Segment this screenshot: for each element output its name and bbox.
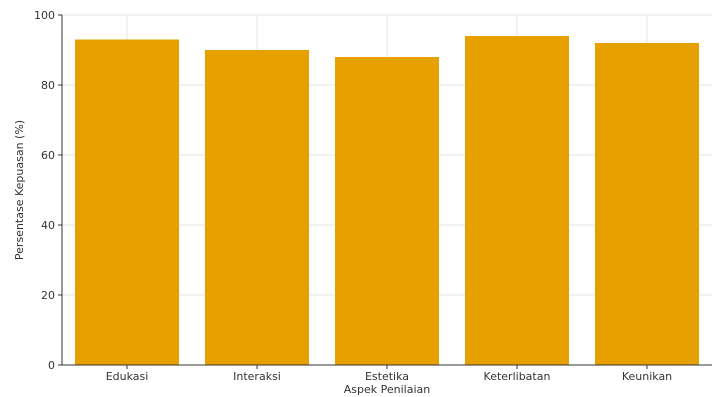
y-tick-label: 100	[34, 9, 55, 22]
bars	[75, 36, 699, 365]
bar-edukasi	[75, 39, 179, 365]
y-axis-label: Persentase Kepuasan (%)	[13, 120, 26, 260]
x-tick-label: Edukasi	[106, 370, 149, 383]
y-tick-label: 20	[41, 289, 55, 302]
x-tick-label: Estetika	[365, 370, 409, 383]
bar-interaksi	[205, 50, 309, 365]
x-axis-label: Aspek Penilaian	[344, 383, 431, 396]
x-ticks: Edukasi Interaksi Estetika Keterlibatan Keun…	[106, 365, 672, 383]
bar-keterlibatan	[465, 36, 569, 365]
y-tick-label: 80	[41, 79, 55, 92]
bar-keunikan	[595, 43, 699, 365]
y-ticks: 0 20 40 60 80 100	[34, 9, 62, 372]
x-tick-label: Keunikan	[622, 370, 672, 383]
y-tick-label: 0	[48, 359, 55, 372]
x-tick-label: Keterlibatan	[484, 370, 551, 383]
bar-estetika	[335, 57, 439, 365]
y-tick-label: 40	[41, 219, 55, 232]
y-tick-label: 60	[41, 149, 55, 162]
x-tick-label: Interaksi	[233, 370, 281, 383]
